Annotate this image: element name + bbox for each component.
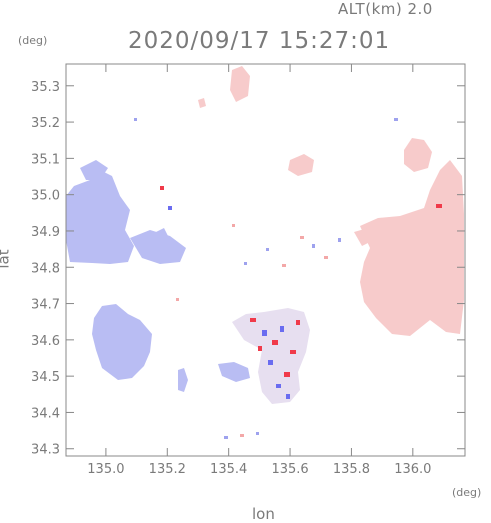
echo-west-large — [66, 170, 134, 264]
x-tick-label: 135.0 — [87, 462, 124, 477]
x-tick-label: 135.6 — [271, 462, 308, 477]
y-tick-label: 35.2 — [31, 116, 60, 131]
y-tick-label: 34.5 — [31, 370, 60, 385]
x-axis-ticks: 135.0 135.2 135.4 135.6 135.8 136.0 — [87, 64, 431, 477]
receding-echoes — [198, 66, 464, 336]
echo-sw-dot — [156, 228, 170, 244]
echo-north-2 — [288, 154, 314, 176]
echo-mixed-base — [232, 308, 310, 404]
x-tick-label: 135.4 — [210, 462, 247, 477]
y-tick-label: 35.3 — [31, 80, 60, 95]
speckle-echoes — [134, 118, 442, 439]
lon-axis-label: lon — [252, 505, 275, 523]
y-tick-label: 34.8 — [31, 261, 60, 276]
lon-unit-label: (deg) — [452, 486, 482, 499]
y-tick-label: 34.4 — [31, 406, 60, 421]
echo-west-arm — [130, 230, 186, 264]
lat-unit-label: (deg) — [18, 34, 48, 47]
echo-southwest — [92, 304, 152, 380]
echo-east-large — [360, 160, 464, 336]
echo-south-small — [218, 362, 250, 382]
echo-south-dot — [178, 368, 188, 392]
y-axis-ticks: 35.3 35.2 35.1 35.0 34.9 34.8 34.7 34.6 34.5 34.4… — [31, 80, 465, 458]
x-tick-label: 135.2 — [149, 462, 186, 477]
echo-northeast — [404, 138, 432, 172]
echo-north-1 — [230, 66, 250, 102]
plot-frame — [65, 63, 466, 457]
y-tick-label: 34.7 — [31, 298, 60, 313]
echo-west-upper — [80, 160, 108, 180]
y-tick-label: 34.9 — [31, 225, 60, 240]
y-tick-label: 35.1 — [31, 152, 60, 167]
y-tick-label: 35.0 — [31, 189, 60, 204]
mixed-convective-cell — [232, 308, 310, 404]
echo-north-small — [198, 98, 206, 108]
timestamp-title: 2020/09/17 15:27:01 — [128, 28, 391, 54]
y-tick-label: 34.6 — [31, 334, 60, 349]
y-tick-label: 34.3 — [31, 443, 60, 458]
x-tick-label: 136.0 — [394, 462, 431, 477]
x-tick-label: 135.8 — [333, 462, 370, 477]
altitude-label: ALT(km) 2.0 — [338, 0, 433, 18]
approaching-echoes — [66, 160, 250, 392]
echo-mid-small — [354, 228, 374, 246]
